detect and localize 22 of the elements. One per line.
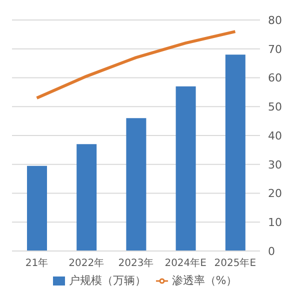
y2-tick-label: 70	[268, 42, 282, 56]
legend-label: 户规模（万辆）	[68, 274, 146, 287]
bar	[225, 54, 246, 251]
line-series	[35, 30, 237, 100]
y2-tick-label: 30	[268, 158, 282, 172]
legend-label: 渗透率（%）	[172, 274, 238, 287]
y2-tick-label: 60	[268, 72, 282, 85]
bar	[126, 118, 146, 251]
bar	[27, 166, 47, 251]
bar	[176, 86, 196, 251]
x-tick-label: 2025年E	[214, 257, 256, 270]
y2-tick-label: 40	[268, 129, 282, 142]
x-tick-label: 2024年E	[164, 257, 206, 270]
x-tick-label: 21年	[25, 257, 48, 270]
bar	[76, 144, 97, 251]
y2-tick-label: 50	[268, 100, 282, 114]
y2-tick-label: 80	[268, 14, 282, 27]
y2-tick-label: 0	[268, 244, 275, 258]
y2-tick-label: 10	[268, 216, 282, 230]
y2-tick-label: 20	[268, 187, 282, 200]
x-tick-label: 2022年	[68, 257, 104, 270]
x-tick-label: 2023年	[118, 257, 154, 270]
